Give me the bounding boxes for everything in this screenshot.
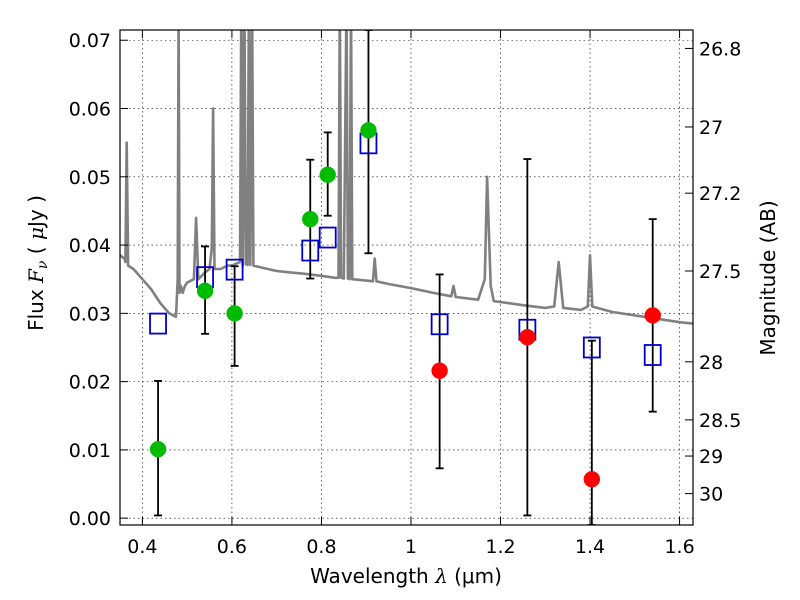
y-tick-label: 0.00 bbox=[69, 508, 111, 530]
y-tick-label: 0.03 bbox=[69, 303, 111, 325]
red-data-point bbox=[431, 362, 448, 379]
green-data-point bbox=[302, 210, 319, 228]
model-square-marker bbox=[149, 312, 167, 335]
magnitude-tick-label: 27 bbox=[699, 117, 723, 139]
red-data-point bbox=[583, 471, 601, 488]
x-tick-label: 0.8 bbox=[306, 536, 336, 558]
x-tick-label: 1.4 bbox=[575, 536, 605, 558]
green-data-point bbox=[319, 166, 336, 183]
red-data-point bbox=[519, 328, 536, 346]
x-tick-label: 0.4 bbox=[127, 536, 157, 558]
model-square-marker bbox=[318, 226, 337, 249]
y2-axis-title: Magnitude (AB) bbox=[756, 200, 780, 355]
model-square-marker bbox=[225, 258, 244, 281]
y-tick-label: 0.07 bbox=[69, 30, 111, 52]
y-tick-label: 0.02 bbox=[69, 372, 111, 394]
magnitude-tick-label: 29 bbox=[699, 446, 723, 468]
magnitude-tick-label: 27.2 bbox=[699, 183, 741, 205]
magnitude-tick-label: 26.8 bbox=[699, 38, 741, 60]
plot-frame bbox=[119, 29, 694, 526]
green-data-point bbox=[149, 440, 167, 458]
model-square-marker bbox=[301, 239, 320, 262]
green-data-point bbox=[360, 122, 377, 139]
model-square-marker bbox=[430, 313, 449, 336]
plot-area bbox=[120, 30, 693, 525]
magnitude-tick-label: 30 bbox=[699, 484, 723, 506]
y-tick-label: 0.05 bbox=[69, 167, 111, 189]
y-tick-label: 0.04 bbox=[69, 235, 111, 257]
y-axis-title: Flux Fν ( μJy ) bbox=[24, 195, 51, 331]
axes: 0.4 0.6 0.8 1 1.2 1.4 1.6 0.00 0.01 0.02 0.03 0.04 0… bbox=[69, 30, 741, 558]
model-square-marker bbox=[582, 336, 601, 359]
x-tick-label: 0.6 bbox=[217, 536, 247, 558]
magnitude-tick-label: 28.5 bbox=[699, 410, 741, 432]
x-axis-title: Wavelength λ (μm) bbox=[310, 564, 502, 588]
x-tick-label: 1 bbox=[405, 536, 417, 558]
grid bbox=[120, 30, 693, 525]
green-data-point bbox=[196, 282, 214, 300]
magnitude-tick-label: 28 bbox=[699, 352, 723, 374]
y-tick-label: 0.06 bbox=[69, 99, 111, 121]
red-data-point bbox=[644, 307, 661, 324]
magnitude-tick-label: 27.5 bbox=[699, 261, 741, 283]
x-tick-label: 1.2 bbox=[485, 536, 515, 558]
model-square-marker bbox=[643, 344, 662, 366]
green-data-point bbox=[226, 305, 243, 322]
model-spectrum-line bbox=[120, 30, 693, 325]
x-tick-label: 1.6 bbox=[664, 536, 694, 558]
y-tick-label: 0.01 bbox=[69, 440, 111, 462]
